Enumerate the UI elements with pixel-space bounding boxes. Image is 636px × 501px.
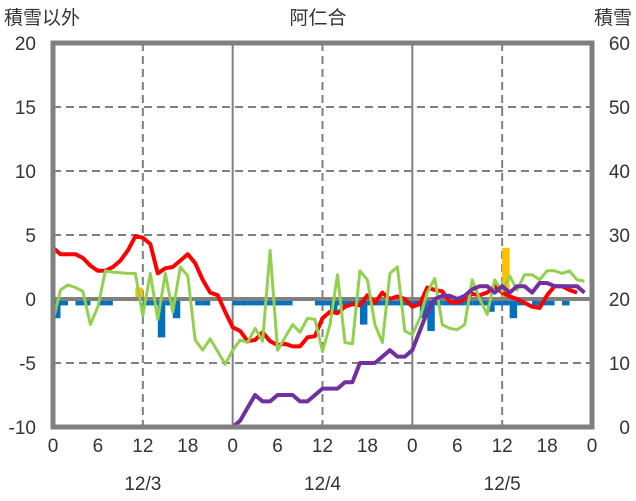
blue-bars-bar [60, 299, 68, 306]
chart-title: 阿仁合 [289, 7, 346, 29]
left-tick-label: 5 [25, 226, 36, 247]
x-tick-label: 0 [587, 436, 598, 457]
blue-bars-bar [255, 299, 263, 306]
blue-bars-bar [562, 299, 570, 306]
right-tick-label: 30 [609, 226, 630, 247]
blue-bars-bar [359, 299, 368, 325]
blue-bars-bar [157, 299, 166, 338]
x-tick-label: 0 [407, 436, 418, 457]
x-tick-label: 18 [537, 436, 558, 457]
right-tick-label: 0 [619, 418, 630, 439]
blue-bars-bar [285, 299, 293, 306]
right-tick-label: 50 [609, 98, 630, 119]
blue-bars-bar [494, 299, 503, 306]
blue-bars-bar [412, 299, 420, 306]
purple-series-line [53, 281, 586, 429]
blue-bars-bar [427, 299, 435, 331]
blue-bars-bar [442, 299, 450, 306]
x-tick-label: 6 [93, 436, 104, 457]
green-series-line [51, 248, 585, 366]
blue-bars-bar [487, 299, 495, 312]
blue-bars-bar [502, 299, 510, 306]
blue-bars-bar [195, 299, 203, 306]
date-label: 12/4 [304, 474, 341, 495]
blue-bars-bar [172, 299, 181, 319]
x-tick-label: 18 [357, 436, 378, 457]
blue-bars-bar [344, 299, 353, 306]
left-tick-label: -5 [19, 354, 36, 375]
x-tick-label: 18 [177, 436, 198, 457]
left-axis-label: 積雪以外 [4, 7, 80, 29]
blue-bars-bar [322, 299, 330, 306]
date-label: 12/5 [484, 474, 521, 495]
blue-bars-bar [247, 299, 256, 306]
right-axis-label: 積雪 [594, 7, 632, 29]
right-tick-label: 20 [609, 290, 630, 311]
x-tick-label: 6 [452, 436, 463, 457]
blue-bars-bar [277, 299, 286, 306]
blue-bars-bar [509, 299, 518, 319]
blue-bars-bar [105, 299, 113, 306]
plot-frame [50, 40, 595, 430]
x-tick-label: 0 [48, 436, 59, 457]
right-tick-label: 40 [609, 162, 630, 183]
date-label: 12/3 [124, 474, 161, 495]
blue-bars-bar [202, 299, 211, 306]
blue-bars-bar [75, 299, 83, 306]
x-tick-label: 12 [312, 436, 333, 457]
right-tick-label: 10 [609, 354, 630, 375]
x-tick-label: 12 [492, 436, 513, 457]
x-tick-label: 12 [132, 436, 153, 457]
left-tick-label: 15 [15, 98, 36, 119]
blue-bars-bar [547, 299, 555, 306]
right-tick-label: 60 [609, 34, 630, 55]
blue-bars-bar [240, 299, 248, 306]
left-tick-label: 10 [15, 162, 36, 183]
blue-bars-bar [315, 299, 323, 306]
blue-bars-bar [165, 299, 173, 306]
blue-bars-bar [472, 299, 480, 306]
blue-bars-bar [374, 299, 383, 306]
x-tick-label: 6 [272, 436, 283, 457]
left-tick-label: 0 [25, 290, 36, 311]
orange-bars-bar [502, 247, 510, 299]
left-tick-label: -10 [9, 418, 36, 439]
left-tick-label: 20 [15, 34, 36, 55]
blue-bars-bar [532, 299, 540, 306]
blue-bars-bar [479, 299, 488, 306]
blue-bars-bar [232, 299, 241, 306]
blue-bars-bar [389, 299, 398, 306]
blue-bars-bar [97, 299, 106, 306]
x-tick-label: 0 [227, 436, 238, 457]
